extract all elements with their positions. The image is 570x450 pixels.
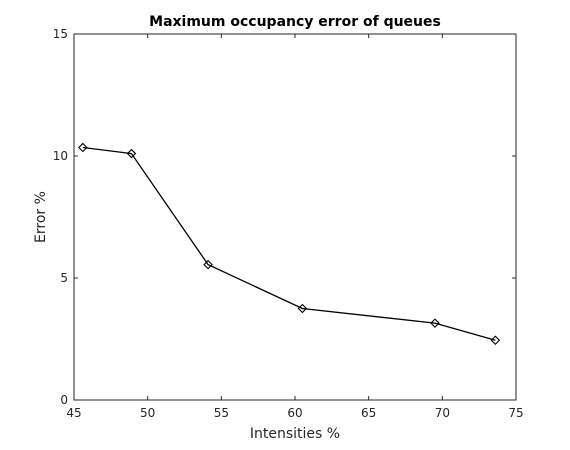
data-point [78, 142, 88, 153]
y-axis: 0 5 10 15 [53, 27, 516, 407]
x-axis: 45 50 55 60 65 70 75 [66, 34, 524, 420]
data-point [297, 303, 308, 314]
x-tick-label: 45 [66, 406, 81, 420]
data-point [126, 148, 137, 159]
data-point [203, 259, 213, 270]
x-tick-label: 55 [214, 406, 229, 420]
y-tick-label: 10 [53, 149, 68, 163]
y-tick-label: 15 [53, 27, 68, 41]
y-axis-label: Error % [33, 191, 49, 243]
chart-title: Maximum occupancy error of queues [149, 14, 441, 30]
x-tick-label: 70 [435, 406, 450, 420]
y-tick-label: 0 [60, 393, 68, 407]
plot-area-frame [73, 33, 517, 401]
x-axis-label: Intensities % [250, 426, 340, 442]
x-tick-label: 60 [287, 406, 302, 420]
series-line [82, 146, 496, 341]
y-tick-label: 5 [60, 271, 68, 285]
x-tick-label: 65 [361, 406, 376, 420]
series-layer [78, 142, 501, 345]
data-point [490, 335, 501, 345]
x-tick-label: 75 [508, 406, 523, 420]
data-point [430, 318, 440, 328]
x-tick-label: 50 [140, 406, 155, 420]
